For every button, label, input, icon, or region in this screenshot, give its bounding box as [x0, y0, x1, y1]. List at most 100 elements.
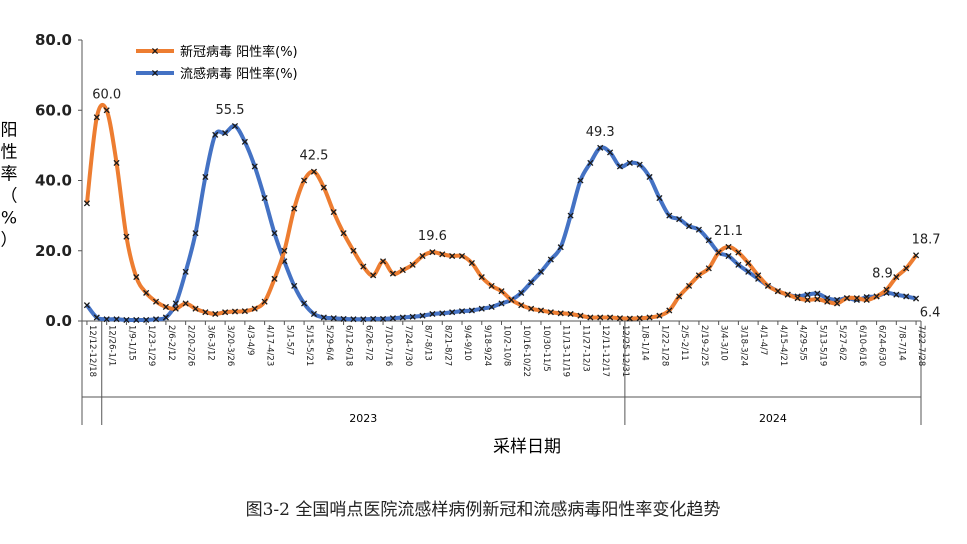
data-point-marker — [666, 212, 673, 219]
x-tick-label: 5/13-5/19 — [817, 325, 827, 366]
data-point-marker — [182, 268, 189, 275]
series-layer — [83, 103, 920, 324]
data-point-marker — [537, 307, 545, 314]
data-point-marker — [370, 315, 377, 322]
data-point-marker — [389, 315, 396, 322]
data-point-marker — [794, 295, 801, 302]
data-label: 18.7 — [912, 232, 941, 247]
data-point-marker — [449, 309, 456, 316]
data-label: 8.9 — [872, 267, 893, 282]
data-point-marker — [330, 315, 337, 322]
legend-item: 流感病毒 阳性率(%) — [136, 66, 298, 82]
series-line — [84, 103, 918, 321]
legend-marker — [151, 47, 159, 55]
x-tick-label: 4/1-4/7 — [758, 325, 768, 355]
data-label: 6.4 — [920, 306, 941, 321]
data-point-marker — [261, 298, 268, 305]
data-point-marker — [133, 316, 140, 324]
data-point-marker — [893, 291, 900, 298]
data-point-marker — [429, 310, 436, 318]
data-point-marker — [853, 295, 860, 302]
data-point-marker — [162, 303, 169, 311]
data-point-marker — [587, 314, 594, 321]
data-point-marker — [162, 314, 169, 321]
data-point-marker — [340, 230, 347, 237]
data-point-marker — [113, 316, 120, 323]
data-point-marker — [360, 316, 367, 323]
data-point-marker — [379, 315, 387, 322]
data-point-marker — [103, 107, 110, 114]
x-tick-label: 3/18-3/24 — [738, 325, 748, 366]
data-point-marker — [478, 274, 485, 281]
data-point-marker — [251, 305, 258, 312]
x-tick-label: 1/9-1/15 — [126, 325, 136, 361]
data-point-marker — [597, 314, 604, 321]
legend-label: 流感病毒 阳性率(%) — [180, 66, 298, 82]
data-point-marker — [172, 305, 179, 312]
data-point-marker — [419, 312, 426, 319]
series-covid — [83, 103, 920, 322]
data-point-marker — [468, 307, 475, 314]
data-point-marker — [123, 316, 130, 324]
x-tick-label: 10/30-11/5 — [541, 325, 551, 372]
data-point-marker — [320, 314, 327, 321]
data-point-marker — [557, 244, 564, 251]
data-point-marker — [212, 131, 219, 138]
data-point-marker — [913, 295, 920, 302]
x-tick-label: 8/7-8/13 — [423, 325, 433, 361]
x-tick-label: 2/20-2/26 — [186, 325, 196, 366]
data-point-marker — [231, 122, 239, 130]
data-point-marker — [636, 315, 643, 322]
data-point-marker — [685, 223, 693, 230]
chart-axes — [81, 40, 922, 425]
data-label: 19.6 — [418, 229, 447, 244]
data-point-marker — [755, 272, 762, 279]
data-point-marker — [449, 252, 456, 260]
data-point-marker — [597, 144, 604, 151]
data-point-marker — [725, 243, 732, 250]
legend: 新冠病毒 阳性率(%) 流感病毒 阳性率(%) — [136, 44, 298, 82]
data-point-marker — [577, 177, 584, 184]
data-point-marker — [458, 308, 466, 315]
x-tick-label: 12/12-12/18 — [87, 325, 97, 377]
data-point-marker — [310, 168, 318, 175]
x-tick-label: 4/29-5/5 — [798, 325, 808, 361]
data-point-marker — [764, 282, 772, 289]
figure-caption: 图3-2 全国哨点医院流感样病例新冠和流感病毒阳性率变化趋势 — [246, 500, 721, 520]
data-point-marker — [745, 268, 752, 275]
y-tick-label: 0.0 — [45, 312, 72, 330]
data-point-marker — [488, 282, 495, 289]
data-point-marker — [291, 205, 298, 212]
x-tick-label: 7/10-7/16 — [383, 325, 393, 366]
legend-label: 新冠病毒 阳性率(%) — [180, 44, 298, 60]
y-tick-label: 60.0 — [35, 101, 72, 119]
data-point-marker — [182, 300, 189, 307]
x-axis-ticks: 12/12-12/18 12/26-1/1 1/9-1/15 1/23-1/29 2/6… — [86, 321, 926, 377]
data-point-marker — [626, 315, 633, 322]
legend-item: 新冠病毒 阳性率(%) — [136, 44, 298, 60]
data-point-marker — [804, 296, 811, 303]
x-tick-label: 7/22-7/28 — [916, 325, 926, 366]
data-point-marker — [310, 310, 318, 318]
y-axis-title-char: 阳 — [1, 121, 18, 141]
data-point-marker — [646, 173, 653, 181]
data-point-marker — [537, 268, 545, 275]
y-axis-title-char: （ — [1, 187, 18, 207]
data-point-marker — [705, 237, 712, 244]
data-point-marker — [350, 247, 357, 254]
data-label: 55.5 — [216, 103, 245, 118]
data-point-marker — [340, 315, 347, 322]
data-point-marker — [83, 200, 90, 207]
data-point-marker — [202, 309, 209, 316]
data-point-marker — [320, 184, 327, 191]
data-point-marker — [468, 259, 475, 267]
data-point-marker — [913, 252, 920, 259]
data-point-marker — [518, 289, 525, 296]
data-point-marker — [212, 310, 219, 318]
x-tick-label: 6/10-6/16 — [857, 325, 867, 366]
data-labels: 60.0 42.5 19.6 21.1 8.9 18.7 55.5 49.3 6.4 — [92, 87, 940, 320]
y-tick-label: 80.0 — [35, 31, 72, 49]
data-point-marker — [409, 313, 416, 320]
data-point-marker — [834, 300, 841, 307]
data-point-marker — [192, 305, 199, 312]
